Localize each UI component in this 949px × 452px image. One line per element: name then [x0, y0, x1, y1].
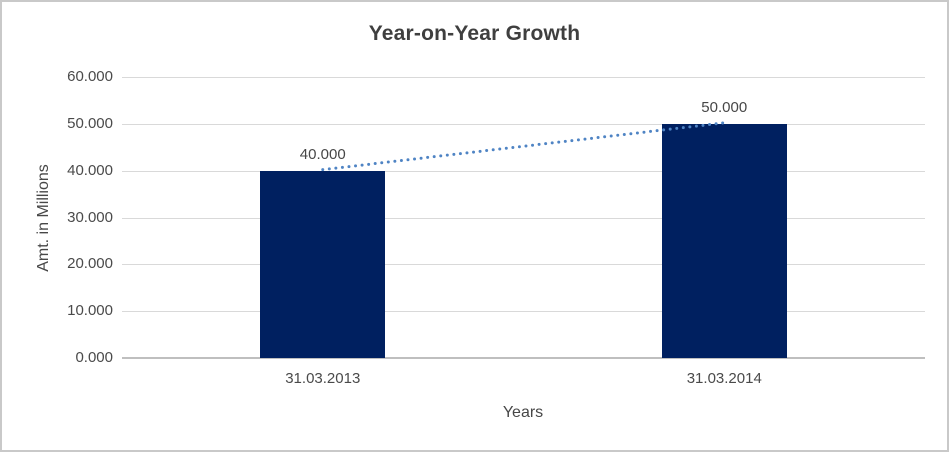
- y-tick-label: 60.000: [67, 68, 113, 85]
- x-tick-label: 31.03.2014: [686, 370, 762, 387]
- x-tick-label: 31.03.2013: [285, 370, 361, 387]
- y-tick-label: 50.000: [67, 114, 113, 132]
- bar-value-label: 50.000: [701, 98, 748, 116]
- y-tick-label: 40.000: [67, 161, 113, 179]
- x-axis-title: Years: [502, 404, 544, 421]
- bar-31.03.2013: [260, 170, 386, 358]
- gridline: [122, 217, 925, 219]
- x-axis-line: [122, 357, 925, 359]
- gridline: [122, 123, 925, 125]
- bar-31.03.2014: [661, 123, 787, 358]
- bar-value-label: 40.000: [299, 145, 346, 163]
- gridline: [122, 77, 925, 78]
- plot-area: 40.000 50.000: [122, 77, 925, 359]
- y-tick-label: 20.000: [67, 255, 113, 273]
- gridline: [122, 311, 925, 313]
- trendline: [321, 121, 726, 172]
- y-tick-label: 30.000: [67, 208, 113, 226]
- y-tick-label: 10.000: [67, 302, 113, 320]
- x-axis-tick-labels: 31.03.2013 31.03.2014: [122, 370, 925, 390]
- y-tick-label: 0.000: [75, 349, 113, 366]
- gridline: [122, 264, 925, 266]
- y-axis-tick-labels: 0.000 10.000 20.000 30.000 40.000 50.000 60.00…: [2, 68, 113, 366]
- gridline: [122, 170, 925, 172]
- chart-title: Year-on-Year Growth: [368, 22, 581, 45]
